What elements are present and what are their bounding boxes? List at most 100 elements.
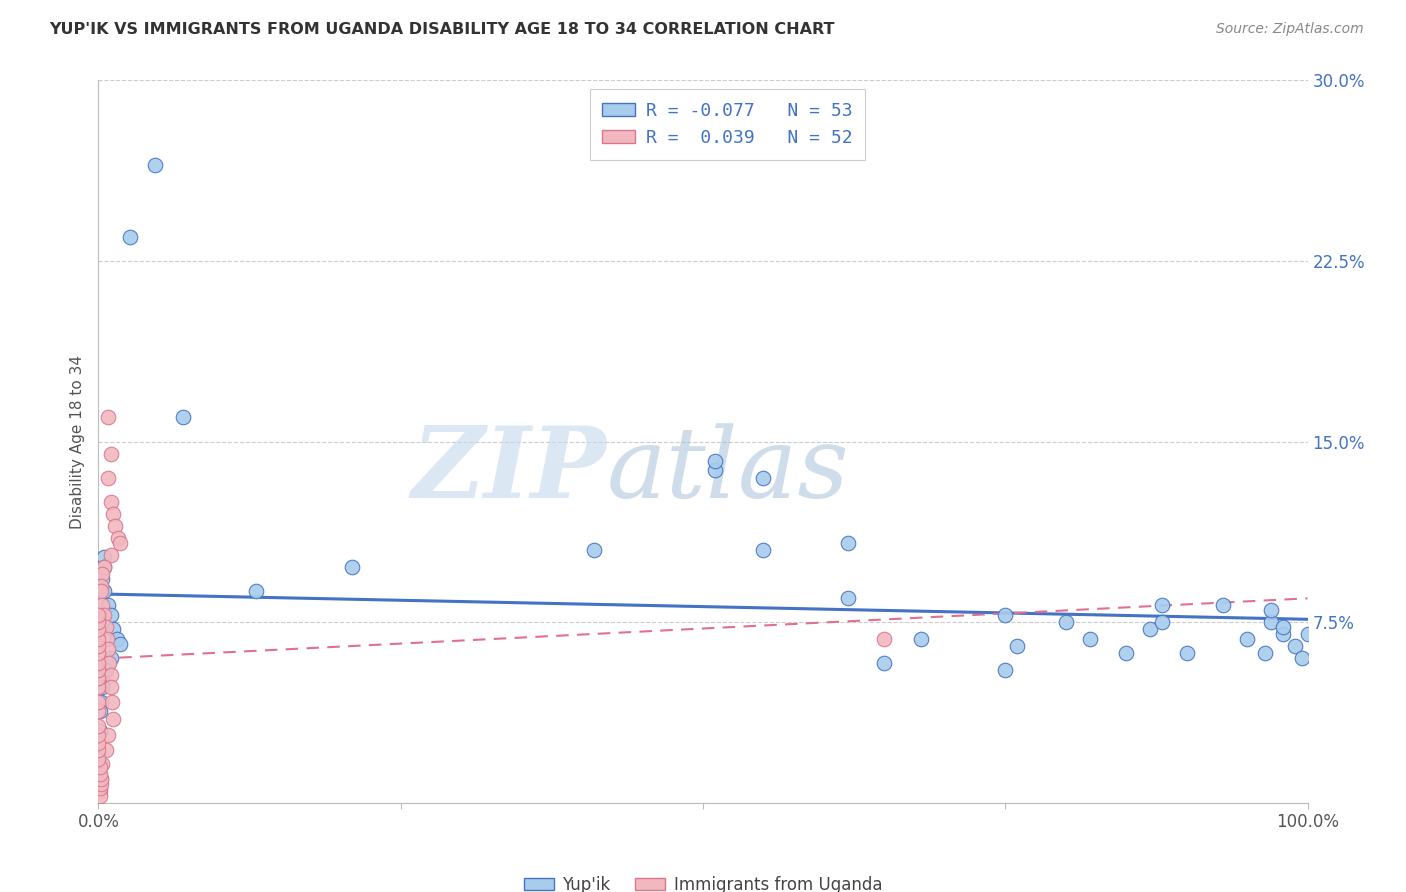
Point	[873, 656, 896, 670]
Point	[1296, 627, 1319, 641]
Point	[100, 548, 122, 562]
Point	[89, 704, 111, 718]
Point	[100, 607, 122, 622]
Point	[97, 410, 120, 425]
Point	[89, 789, 111, 803]
Point	[118, 230, 141, 244]
Text: YUP'IK VS IMMIGRANTS FROM UGANDA DISABILITY AGE 18 TO 34 CORRELATION CHART: YUP'IK VS IMMIGRANTS FROM UGANDA DISABIL…	[49, 22, 835, 37]
Point	[91, 599, 114, 613]
Point	[752, 542, 775, 557]
Point	[94, 743, 117, 757]
Point	[87, 695, 110, 709]
Point	[107, 531, 129, 545]
Point	[1291, 651, 1313, 665]
Point	[97, 656, 120, 670]
Point	[93, 607, 115, 622]
Y-axis label: Disability Age 18 to 34: Disability Age 18 to 34	[69, 354, 84, 529]
Point	[245, 583, 267, 598]
Point	[994, 664, 1017, 678]
Point	[90, 579, 112, 593]
Point	[91, 572, 114, 586]
Point	[90, 695, 112, 709]
Point	[100, 651, 122, 665]
Point	[704, 454, 727, 468]
Point	[752, 470, 775, 484]
Point	[342, 559, 364, 574]
Point	[910, 632, 932, 646]
Point	[87, 704, 110, 718]
Point	[93, 550, 115, 565]
Point	[91, 757, 114, 772]
Point	[837, 591, 859, 605]
Point	[89, 760, 111, 774]
Point	[1152, 599, 1174, 613]
Point	[87, 671, 110, 685]
Point	[89, 767, 111, 781]
Point	[100, 680, 122, 694]
Point	[100, 494, 122, 508]
Point	[87, 632, 110, 646]
Point	[87, 615, 110, 630]
Point	[89, 723, 111, 738]
Point	[87, 743, 110, 757]
Point	[994, 607, 1017, 622]
Point	[1260, 603, 1282, 617]
Point	[101, 623, 124, 637]
Point	[1272, 620, 1295, 634]
Legend: Yup'ik, Immigrants from Uganda: Yup'ik, Immigrants from Uganda	[517, 869, 889, 892]
Point	[97, 641, 120, 656]
Text: atlas: atlas	[606, 423, 849, 518]
Point	[87, 735, 110, 749]
Point	[94, 620, 117, 634]
Point	[1175, 647, 1198, 661]
Point	[101, 712, 124, 726]
Point	[143, 157, 166, 171]
Point	[1054, 615, 1077, 630]
Point	[87, 680, 110, 694]
Text: Source: ZipAtlas.com: Source: ZipAtlas.com	[1216, 22, 1364, 37]
Text: ZIP: ZIP	[412, 422, 606, 518]
Point	[1272, 627, 1295, 641]
Point	[90, 772, 112, 786]
Point	[104, 518, 127, 533]
Point	[1236, 632, 1258, 646]
Point	[873, 632, 896, 646]
Point	[100, 446, 122, 460]
Point	[87, 772, 110, 786]
Point	[87, 664, 110, 678]
Point	[1078, 632, 1101, 646]
Point	[1254, 647, 1277, 661]
Point	[89, 784, 111, 798]
Point	[91, 680, 114, 694]
Point	[108, 535, 131, 549]
Point	[93, 559, 115, 574]
Point	[91, 567, 114, 582]
Point	[97, 470, 120, 484]
Point	[87, 656, 110, 670]
Point	[87, 639, 110, 653]
Point	[96, 632, 118, 646]
Point	[583, 542, 606, 557]
Point	[93, 583, 115, 598]
Point	[87, 647, 110, 661]
Point	[704, 463, 727, 477]
Point	[172, 410, 194, 425]
Point	[97, 599, 120, 613]
Point	[100, 668, 122, 682]
Point	[87, 607, 110, 622]
Point	[1007, 639, 1029, 653]
Point	[1284, 639, 1306, 653]
Point	[97, 728, 120, 742]
Point	[87, 623, 110, 637]
Point	[837, 535, 859, 549]
Point	[87, 728, 110, 742]
Point	[1152, 615, 1174, 630]
Point	[90, 583, 112, 598]
Point	[87, 719, 110, 733]
Point	[100, 695, 122, 709]
Point	[90, 772, 112, 786]
Point	[1115, 647, 1137, 661]
Point	[1139, 623, 1161, 637]
Point	[90, 776, 112, 790]
Point	[105, 632, 128, 646]
